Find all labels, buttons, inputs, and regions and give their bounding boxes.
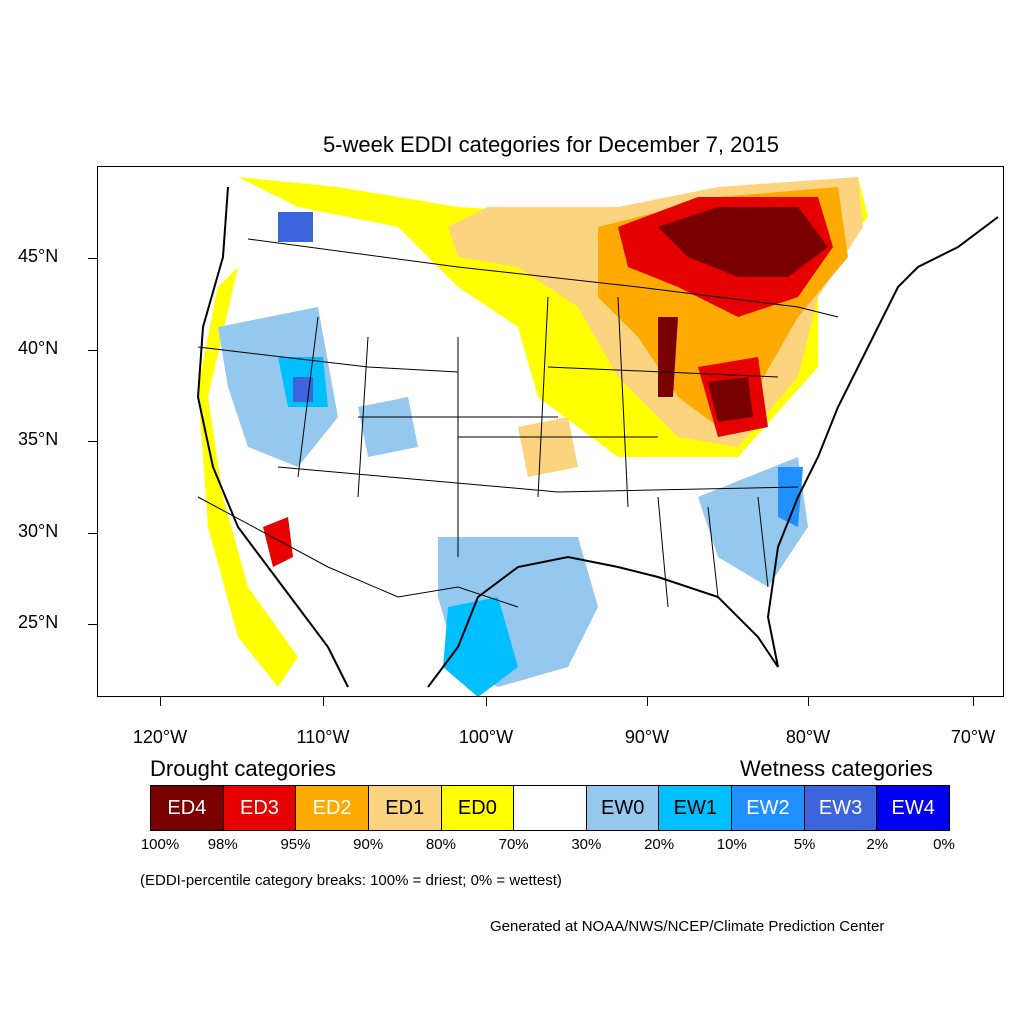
boundaries [197, 238, 839, 608]
percent-break-label: 20% [644, 836, 675, 853]
lat-label: 25°N [18, 612, 59, 632]
map-title: 5-week EDDI categories for December 7, 2… [322, 132, 780, 157]
legend-swatch-ed4: ED4 [151, 786, 224, 830]
eddi-map [97, 166, 1004, 697]
percent-break-label: 95% [280, 836, 311, 853]
lat-tick [88, 533, 97, 534]
percent-break-label: 70% [498, 836, 529, 853]
drought-heading: Drought categories [150, 756, 336, 781]
percent-break-label: 10% [716, 836, 747, 853]
lat-label: 45°N [18, 246, 59, 266]
credit-line: Generated at NOAA/NWS/NCEP/Climate Predi… [490, 918, 885, 935]
dark-red-regions [658, 207, 828, 422]
percent-break-label: 0% [933, 836, 955, 853]
legend-swatch-ed3: ED3 [223, 786, 297, 830]
percent-break-label: 100% [140, 836, 180, 853]
legend-swatch-ed1: ED1 [368, 786, 442, 830]
legend-swatch-ew2: EW2 [732, 786, 805, 830]
lon-tick [808, 697, 809, 706]
legend-swatch-ed2: ED2 [296, 786, 369, 830]
percent-break-label: 98% [207, 836, 238, 853]
lon-tick [973, 697, 974, 706]
lon-label: 70°W [950, 727, 996, 747]
blue-regions [278, 212, 803, 696]
legend-swatch-ed0: ED0 [441, 786, 515, 830]
lon-label: 120°W [132, 727, 188, 747]
legend-swatch-ew3: EW3 [804, 786, 878, 830]
percent-break-label: 90% [353, 836, 384, 853]
lon-tick [160, 697, 161, 706]
legend-swatch-normal [514, 786, 587, 830]
lat-tick [88, 258, 97, 259]
lon-label: 90°W [624, 727, 670, 747]
percent-break-label: 80% [425, 836, 456, 853]
lon-tick [647, 697, 648, 706]
coastlines [196, 186, 999, 688]
percent-break-label: 2% [866, 836, 889, 853]
category-note: (EDDI-percentile category breaks: 100% =… [140, 872, 562, 889]
legend-swatch-ew0: EW0 [586, 786, 660, 830]
wetness-heading: Wetness categories [740, 756, 933, 781]
lon-tick [323, 697, 324, 706]
legend-swatch-ew1: EW1 [659, 786, 733, 830]
category-colorbar: ED4 ED3 ED2 ED1 ED0 EW0 EW1 EW2 EW3 EW4 [150, 785, 950, 831]
lon-label: 100°W [458, 727, 514, 747]
lon-tick [486, 697, 487, 706]
lon-label: 110°W [296, 727, 350, 747]
legend-swatch-ew4: EW4 [877, 786, 950, 830]
lat-tick [88, 624, 97, 625]
percent-break-label: 30% [571, 836, 602, 853]
lat-label: 40°N [18, 338, 59, 358]
lat-label: 35°N [18, 429, 59, 449]
lat-tick [88, 350, 97, 351]
lon-label: 80°W [785, 727, 831, 747]
lat-label: 30°N [18, 521, 59, 541]
lat-tick [88, 441, 97, 442]
map-canvas [196, 177, 999, 696]
percent-break-label: 5% [793, 836, 816, 853]
